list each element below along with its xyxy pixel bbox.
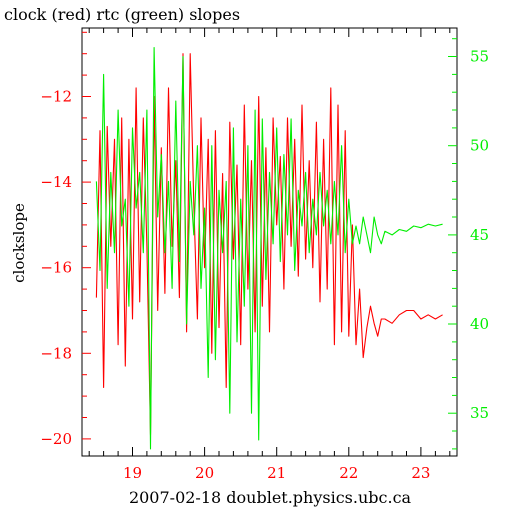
y-left-tick-label: −18 xyxy=(40,344,72,362)
rtc-series-line xyxy=(95,47,443,450)
x-tick-label: 21 xyxy=(267,464,286,482)
plot-marks: 19 20 21 22 23 −20 −18 −16 −14 −12 35 40 45 50 55 xyxy=(40,28,489,482)
y-right-tick-label: 45 xyxy=(470,226,489,244)
x-axis-label: 2007-02-18 doublet.physics.ubc.ca xyxy=(129,488,412,507)
y-right-tick-label: 55 xyxy=(470,48,489,66)
y-right-tick-label: 40 xyxy=(470,315,489,333)
x-tick-label: 19 xyxy=(123,464,142,482)
y-axis-label: clockslope xyxy=(10,203,28,283)
y-left-tick-label: −20 xyxy=(40,430,72,448)
x-tick-label: 20 xyxy=(195,464,214,482)
y-right-tick-label: 50 xyxy=(470,137,489,155)
y-left-tick-label: −12 xyxy=(40,88,72,106)
x-tick-label: 22 xyxy=(339,464,358,482)
chart-title: clock (red) rtc (green) slopes xyxy=(4,5,240,24)
y-left-tick-label: −16 xyxy=(40,259,72,277)
plot-frame xyxy=(81,27,458,457)
y-right-tick-label: 35 xyxy=(470,404,489,422)
y-left-tick-label: −14 xyxy=(40,173,72,191)
x-tick-label: 23 xyxy=(411,464,430,482)
